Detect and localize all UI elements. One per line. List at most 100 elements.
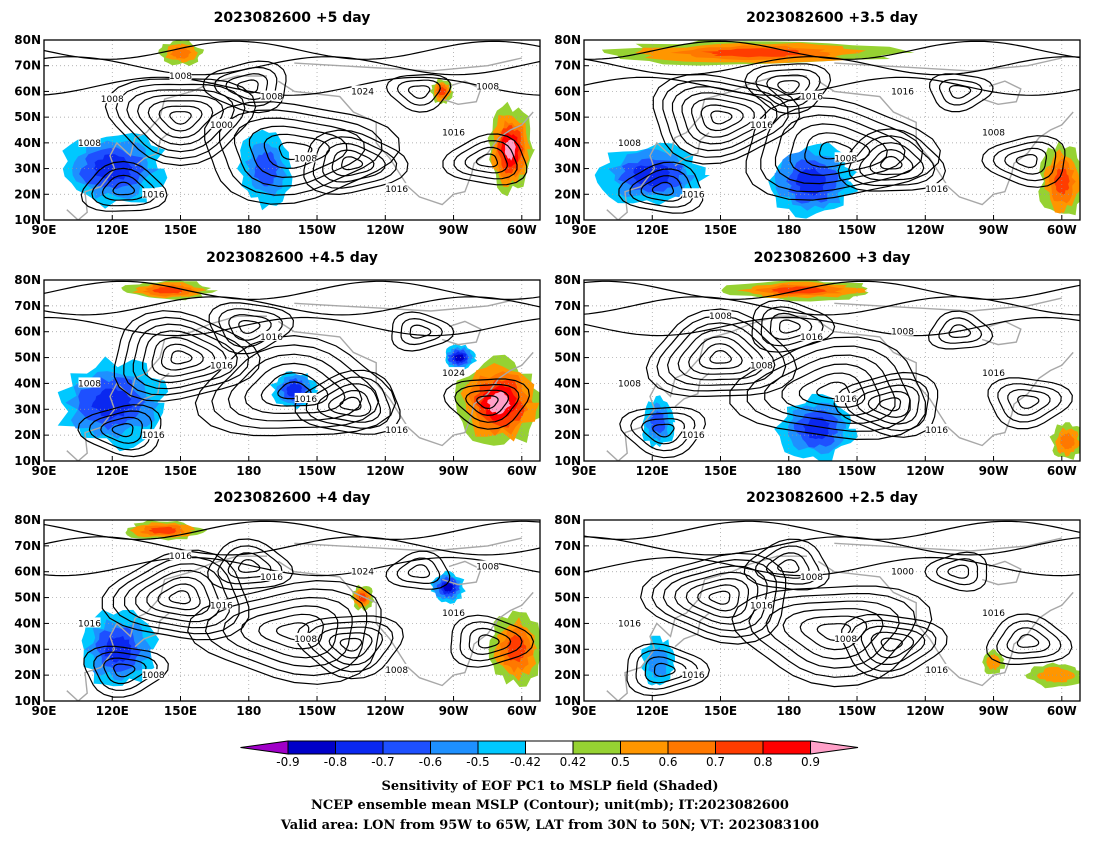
contour-label-bg [750, 599, 773, 610]
x-tick-label: 120W [906, 464, 944, 478]
x-tick-label: 90E [572, 464, 597, 478]
y-tick-label: 40N [554, 136, 581, 150]
y-tick-label: 60N [14, 325, 41, 339]
contour-label: 1008 [618, 139, 641, 149]
contour-label-bg [101, 93, 124, 104]
contour-label-bg [385, 423, 408, 434]
contour-label-bg [982, 607, 1005, 618]
contour-label: 1016 [834, 395, 857, 405]
colorbar: -0.9 -0.8 -0.7 -0.6 -0.5 -0.42 0.42 0.5 0.6 0.7 0.… [240, 740, 859, 769]
positive-sensitivity-region [982, 649, 1006, 675]
contour-label-bg [78, 136, 101, 147]
colorbar-tick-label: -0.5 [466, 755, 489, 769]
y-tick-label: 80N [554, 513, 581, 527]
y-tick-label: 70N [14, 539, 41, 553]
contour-label-bg [834, 152, 857, 163]
contour-label-bg [385, 183, 408, 194]
contour-label: 1016 [750, 121, 773, 131]
x-tick-label: 60W [1047, 223, 1077, 237]
contour-label: 1016 [925, 666, 948, 676]
contour-label: 1008 [800, 573, 823, 583]
contour-label: 1008 [618, 379, 641, 389]
colorbar-tick-label: -0.7 [371, 755, 394, 769]
y-tick-label: 80N [14, 273, 41, 287]
y-tick-label: 10N [14, 694, 41, 708]
x-tick-label: 120E [96, 223, 129, 237]
mslp-contours [44, 520, 540, 698]
colorbar-tick-label: -0.8 [324, 755, 347, 769]
contour-label: 1016 [982, 369, 1005, 379]
panel-title: 2023082600 +5 day [214, 10, 371, 26]
mslp-contours [44, 40, 540, 212]
x-tick-label: 90E [32, 223, 57, 237]
mslp-contours [44, 280, 540, 458]
x-tick-label: 90W [439, 464, 469, 478]
colorbar-swatch [477, 740, 526, 755]
y-tick-label: 60N [554, 325, 581, 339]
contour-label-bg [982, 367, 1005, 378]
y-tick-label: 20N [554, 187, 581, 201]
contour-label: 1008 [709, 312, 732, 322]
colorbar-swatch [762, 740, 811, 755]
x-tick-label: 120E [96, 464, 129, 478]
contour-label: 1024 [442, 369, 465, 379]
contour-label-bg [294, 152, 317, 163]
contour-label: 1016 [294, 395, 317, 405]
contour-label: 1008 [294, 154, 317, 164]
contour-label-bg [750, 118, 773, 129]
x-tick-label: 150W [298, 223, 336, 237]
colorbar-arrow-high [810, 740, 859, 755]
contour-label-bg [210, 118, 233, 129]
x-tick-label: 60W [507, 704, 537, 718]
contour-label: 1016 [982, 609, 1005, 619]
contour-label: 1008 [101, 95, 124, 105]
contour-label-bg [169, 70, 192, 80]
y-tick-label: 80N [14, 33, 41, 47]
x-tick-label: 150E [164, 704, 197, 718]
contour-label-bg [210, 599, 233, 610]
contour-label-bg [442, 607, 465, 618]
y-tick-label: 20N [14, 668, 41, 682]
contour-label: 1016 [800, 93, 823, 103]
contour-label-bg [709, 310, 732, 321]
y-tick-label: 20N [14, 428, 41, 442]
contour-label-bg [142, 188, 165, 199]
x-tick-label: 150W [838, 704, 876, 718]
x-tick-label: 180 [236, 464, 261, 478]
y-tick-label: 10N [554, 694, 581, 708]
x-tick-label: 120W [906, 223, 944, 237]
y-tick-label: 20N [554, 668, 581, 682]
contour-label: 1000 [210, 121, 233, 131]
y-tick-label: 30N [14, 642, 41, 656]
contour-label: 1016 [682, 190, 705, 200]
colorbar-swatch [572, 740, 621, 755]
contour-label-bg [891, 85, 914, 96]
contour-label: 1016 [210, 361, 233, 371]
plot-frame [583, 279, 1081, 462]
y-tick-label: 10N [14, 454, 41, 468]
contour-label-bg [618, 136, 641, 147]
contour-label: 1016 [891, 87, 914, 97]
contour-label-bg [442, 126, 465, 137]
x-tick-label: 90W [439, 223, 469, 237]
x-tick-label: 150E [164, 223, 197, 237]
colorbar-swatch [715, 740, 764, 755]
contour-label: 1008 [385, 666, 408, 676]
x-tick-label: 180 [776, 223, 801, 237]
colorbar-swatch [667, 740, 716, 755]
contour-label-bg [982, 126, 1005, 137]
contour-label: 1016 [385, 426, 408, 436]
contour-label-bg [476, 80, 499, 91]
x-tick-label: 120W [366, 464, 404, 478]
panel-title: 2023082600 +4 day [214, 490, 371, 506]
contour-label: 1008 [260, 93, 283, 103]
y-tick-label: 70N [14, 299, 41, 313]
contour-label-bg [618, 377, 641, 388]
contour-label: 1016 [260, 333, 283, 343]
map-panel: 1008 1016 1008 1016 1016 1016 1016 1008 1008 2023… [554, 250, 1081, 478]
x-tick-label: 90E [32, 464, 57, 478]
contour-label: 1016 [260, 573, 283, 583]
contour-label-bg [260, 570, 283, 581]
map-panel: 1016 1008 1016 1008 1008 1016 1016 1024 1016 1008… [14, 490, 541, 718]
